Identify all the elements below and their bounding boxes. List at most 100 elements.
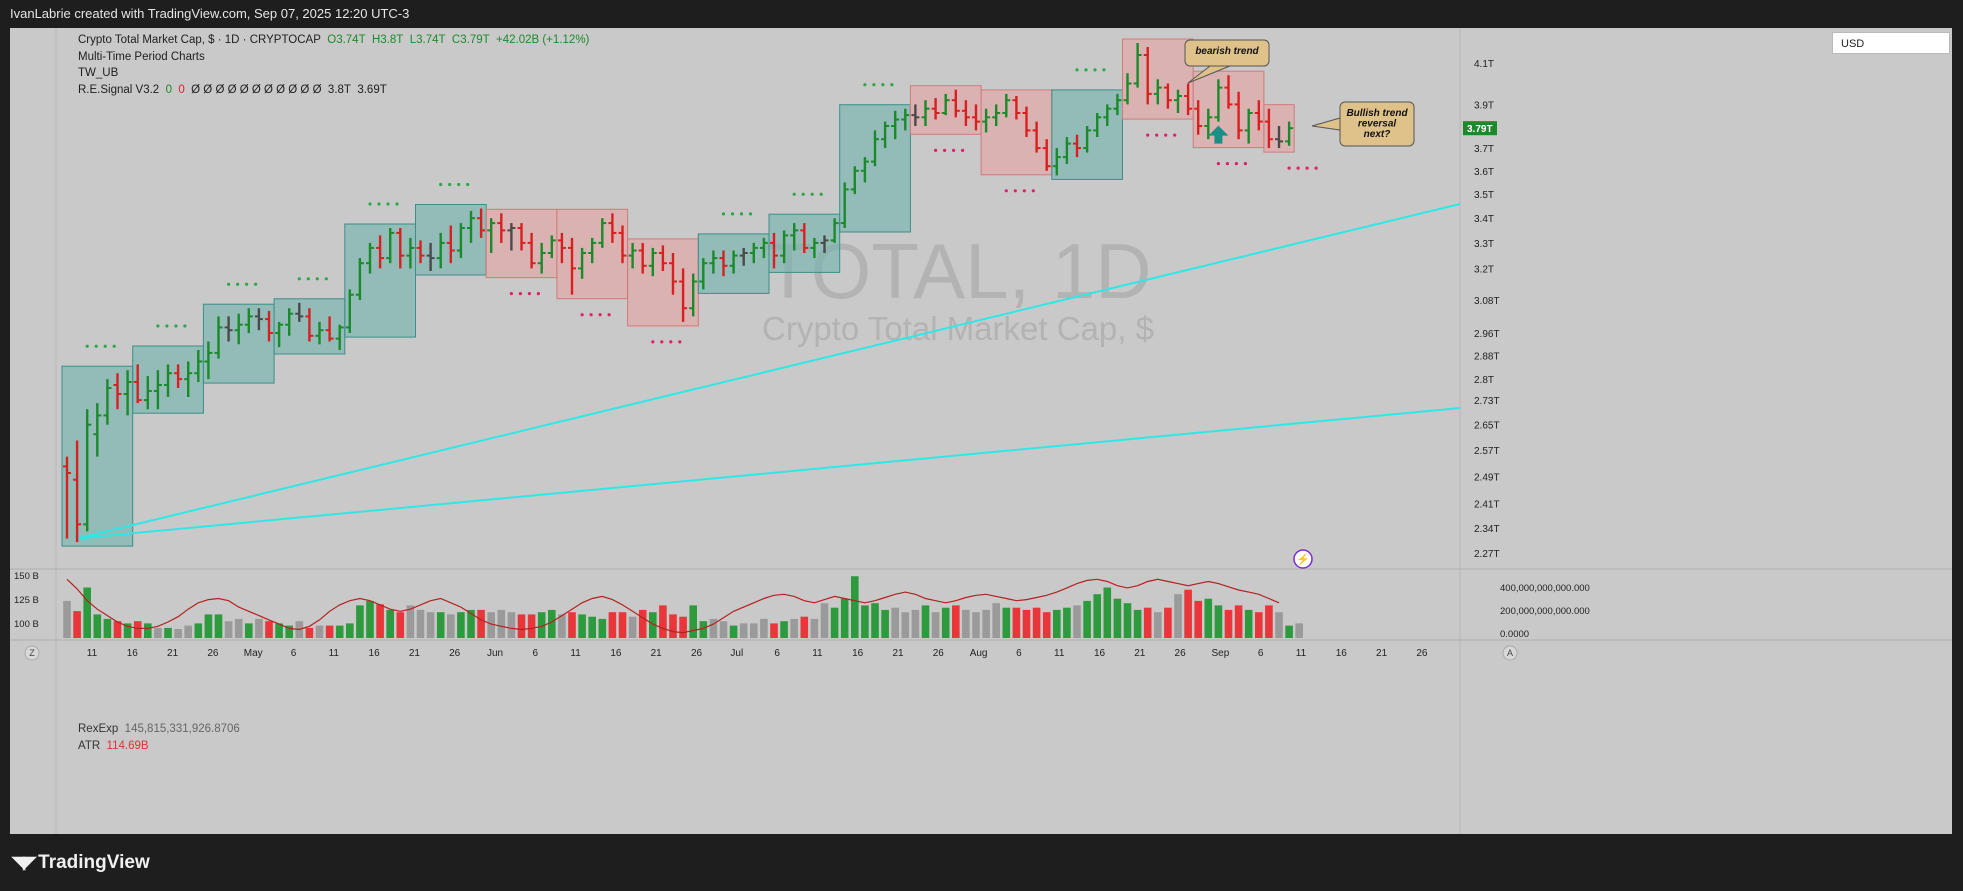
price-tick-label: 3.7T	[1474, 144, 1494, 155]
volume-bar	[699, 621, 708, 638]
signal-dot	[721, 212, 726, 216]
ohlc-bar	[1073, 134, 1081, 158]
ohlc-bar	[800, 223, 809, 253]
volume-bar	[1275, 612, 1283, 638]
ohlc-change: +42.02B (+1.12%)	[496, 34, 590, 46]
volume-bar	[638, 609, 647, 638]
ohlc-bar	[840, 182, 849, 228]
ohlc-bar	[93, 403, 102, 457]
volume-bar	[952, 605, 960, 638]
axes-layer: 4.1T 3.9T 3.7T 3.6T 3.5T 3.4T 3.3T 3.2T 3.08T 2.9…	[14, 59, 1590, 659]
volume-bar	[800, 616, 809, 638]
ohlc-bar	[891, 110, 900, 140]
ohlc-bar	[174, 364, 183, 388]
volume-legend: RexExp 145,815,331,926.8706 ATR 114.69B	[78, 721, 240, 754]
ohlc-bar	[153, 370, 162, 410]
chart-frame[interactable]: TOTAL, 1D Crypto Total Market Cap, $ 4.1…	[10, 28, 1952, 834]
price-tick-label: 3.5T	[1474, 190, 1494, 201]
indicator-multi-time[interactable]: Multi-Time Period Charts	[78, 50, 205, 63]
time-tick-label: 26	[933, 648, 945, 659]
signal-dot	[236, 282, 240, 286]
volume-bar	[840, 598, 849, 638]
signal-dot	[1164, 133, 1168, 137]
signal-dot	[245, 282, 249, 286]
volume-bar	[234, 618, 243, 638]
ohlc-bar	[254, 308, 263, 331]
trendlines-layer	[76, 203, 1461, 540]
volume-bar	[406, 605, 415, 638]
tradingview-logo[interactable]: ◥◤ TradingView	[12, 852, 150, 874]
chart-canvas[interactable]: TOTAL, 1D Crypto Total Market Cap, $ 4.1…	[10, 28, 1952, 834]
volume-bar	[820, 603, 829, 638]
volume-bar	[810, 618, 819, 638]
ohlc-bar	[456, 223, 465, 259]
ohlc-bar	[1194, 100, 1203, 135]
ohlc-bar	[446, 225, 455, 264]
volume-bar	[1063, 607, 1071, 638]
signal-name: R.E.Signal V3.2	[78, 83, 160, 96]
signal-dot	[952, 148, 956, 152]
signal-dot	[315, 277, 319, 281]
ohlc-bar	[164, 364, 172, 397]
indicator-tw-ub[interactable]: TW_UB	[78, 67, 119, 79]
ohlc-bar	[568, 237, 576, 295]
signal-red-value: 0	[178, 83, 185, 96]
ohlc-bar	[790, 223, 799, 251]
price-tick-label: 3.08T	[1474, 296, 1500, 307]
ohlc-bar	[881, 121, 890, 149]
volume-bar	[1012, 607, 1021, 638]
price-tick-label: 2.88T	[1474, 352, 1500, 363]
volume-bar	[103, 618, 112, 638]
signal-dot	[1225, 162, 1229, 166]
price-tick-label: 2.8T	[1474, 375, 1494, 386]
volume-bar	[941, 607, 950, 638]
signal-dot	[819, 192, 823, 196]
signal-dot	[183, 324, 187, 328]
volume-bar	[426, 612, 435, 638]
ohlc-bar	[194, 350, 203, 382]
price-tick-label: 3.2T	[1474, 264, 1494, 275]
signal-dot	[527, 292, 532, 296]
callout-text-line: bearish trend	[1195, 46, 1259, 57]
signal-dot	[457, 182, 461, 187]
volume-bar	[1234, 605, 1243, 638]
signal-dot	[377, 202, 381, 206]
symbol-title[interactable]: Crypto Total Market Cap, $ · 1D · CRYPTO…	[78, 34, 321, 46]
ohlc-close: C3.79T	[451, 34, 490, 46]
volume-bar	[1224, 609, 1233, 638]
ohlc-bar	[73, 440, 82, 543]
time-tick-label: 16	[1336, 648, 1348, 659]
price-tick-label: 2.57T	[1474, 446, 1500, 457]
ohlc-bar	[537, 242, 546, 274]
signal-values: Ø Ø Ø Ø Ø Ø Ø Ø Ø Ø Ø	[191, 83, 322, 96]
ohlc-high: H3.8T	[372, 34, 404, 46]
volume-bar	[1194, 600, 1202, 638]
signal-dot	[1234, 162, 1238, 166]
bearish-period-box	[1122, 38, 1194, 120]
ohlc-bar	[729, 250, 738, 274]
ohlc-bar	[345, 289, 354, 333]
rexp-label: RexExp	[78, 723, 119, 735]
volume-bar	[1265, 605, 1273, 638]
volume-bar	[548, 609, 556, 638]
time-tick-label: Jun	[487, 648, 503, 659]
atr-row[interactable]: ATR 114.69B	[78, 738, 240, 755]
volume-bar	[537, 612, 546, 638]
legend-symbol-row[interactable]: Crypto Total Market Cap, $ · 1D · CRYPTO…	[78, 32, 589, 49]
ohlc-bar	[598, 218, 607, 248]
indicator-re-signal[interactable]: R.E.Signal V3.2 0 0 Ø Ø Ø Ø Ø Ø Ø Ø Ø Ø …	[78, 82, 589, 99]
currency-selector[interactable]: USD	[1832, 32, 1950, 54]
ohlc-bar	[1042, 139, 1051, 171]
ohlc-bar	[224, 316, 233, 342]
signal-dot	[1155, 133, 1159, 137]
ohlc-bar	[820, 235, 829, 253]
rexp-row[interactable]: RexExp 145,815,331,926.8706	[78, 721, 240, 738]
volume-bar	[830, 607, 839, 638]
ohlc-bar	[214, 316, 223, 359]
ohlc-bar	[527, 232, 536, 269]
ohlc-bar	[1083, 126, 1092, 153]
volume-bar	[194, 623, 203, 638]
time-tick-label: 26	[1416, 648, 1428, 659]
